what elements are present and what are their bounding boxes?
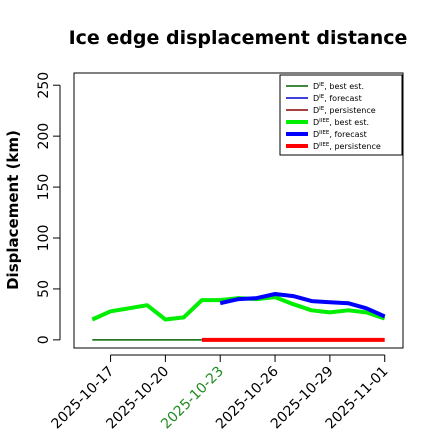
y-tick-label: 150: [36, 174, 52, 201]
legend-entry: DIE, best est.: [313, 82, 364, 91]
legend-entry-sup: IE: [319, 94, 325, 100]
chart-title: Ice edge displacement distance: [69, 27, 408, 49]
legend-entry-suffix: , forecast: [324, 94, 361, 103]
legend-entry-base: D: [313, 106, 319, 115]
legend-entry-sup: IIEE: [319, 118, 330, 124]
legend-entry-base: D: [313, 94, 319, 103]
legend-entry-suffix: , persistence: [329, 142, 380, 151]
legend-entry-suffix: , forecast: [329, 130, 366, 139]
legend-entry-suffix: , best est.: [329, 118, 369, 127]
legend-entry: DIIEE, forecast: [313, 130, 367, 139]
legend-entry: DIIEE, persistence: [313, 142, 381, 151]
y-tick-label: 250: [36, 72, 52, 99]
legend-entry-sup: IIEE: [319, 130, 330, 136]
legend-entry-base: D: [313, 130, 319, 139]
legend-entry-sup: IE: [319, 82, 325, 88]
y-tick-label: 200: [36, 123, 52, 150]
legend-box: [279, 74, 403, 156]
y-tick-label: 50: [36, 280, 52, 298]
legend-entry-base: D: [313, 118, 319, 127]
legend-entry: DIE, persistence: [313, 106, 376, 115]
y-tick-label: 0: [36, 335, 52, 344]
series-lines: [91, 292, 386, 342]
plot-frame: [73, 72, 404, 349]
legend-entry-base: D: [313, 142, 319, 151]
legend-entry-suffix: , persistence: [324, 106, 375, 115]
legend-entry-sup: IE: [319, 106, 325, 112]
legend-entry-sup: IIEE: [319, 142, 330, 148]
y-tick-label: 100: [36, 225, 52, 252]
y-axis-label: Displacement (km): [4, 130, 22, 290]
legend-entry: DIIEE, best est.: [313, 118, 369, 127]
series-line-4: [219, 292, 386, 319]
legend-entry: DIE, forecast: [313, 94, 362, 103]
legend-entry-base: D: [313, 82, 319, 91]
legend-entry-suffix: , best est.: [324, 82, 364, 91]
